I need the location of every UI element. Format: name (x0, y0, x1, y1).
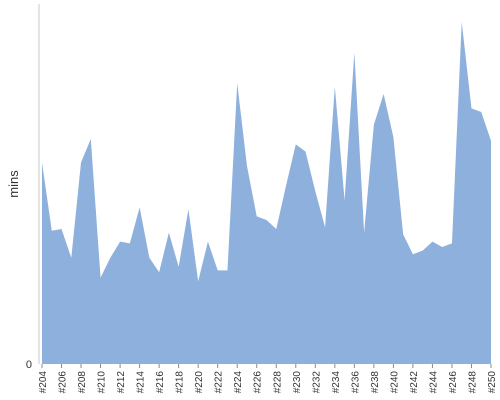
x-tick-label: #232 (311, 371, 322, 394)
x-tick-label: #210 (97, 371, 108, 394)
area-series (42, 22, 491, 364)
y-axis-label: mins (6, 170, 21, 198)
x-tick-label: #214 (136, 371, 147, 394)
x-axis-ticks: #204 #206 #208 #210 #212 #214 #216 #218 #220 #222… (38, 364, 498, 393)
x-tick-label: #220 (194, 371, 205, 394)
x-tick-label: #228 (272, 371, 283, 394)
x-tick-label: #206 (58, 371, 69, 394)
x-tick-label: #236 (350, 371, 361, 394)
x-tick-label: #208 (77, 371, 88, 394)
y-tick-label: 0 (26, 359, 32, 371)
x-tick-label: #244 (428, 371, 439, 394)
x-tick-label: #238 (370, 371, 381, 394)
x-tick-label: #248 (467, 371, 478, 394)
x-tick-label: #222 (214, 371, 225, 394)
x-tick-label: #218 (175, 371, 186, 394)
x-tick-label: #224 (233, 371, 244, 394)
x-tick-label: #204 (38, 371, 49, 394)
x-tick-label: #230 (292, 371, 303, 394)
x-tick-label: #212 (116, 371, 127, 394)
x-tick-label: #246 (448, 371, 459, 394)
area-fill (42, 22, 491, 364)
x-tick-label: #250 (487, 371, 498, 394)
x-tick-label: #242 (409, 371, 420, 394)
x-tick-label: #240 (389, 371, 400, 394)
x-tick-label: #226 (253, 371, 264, 394)
x-tick-label: #216 (155, 371, 166, 394)
x-tick-label: #234 (331, 371, 342, 394)
